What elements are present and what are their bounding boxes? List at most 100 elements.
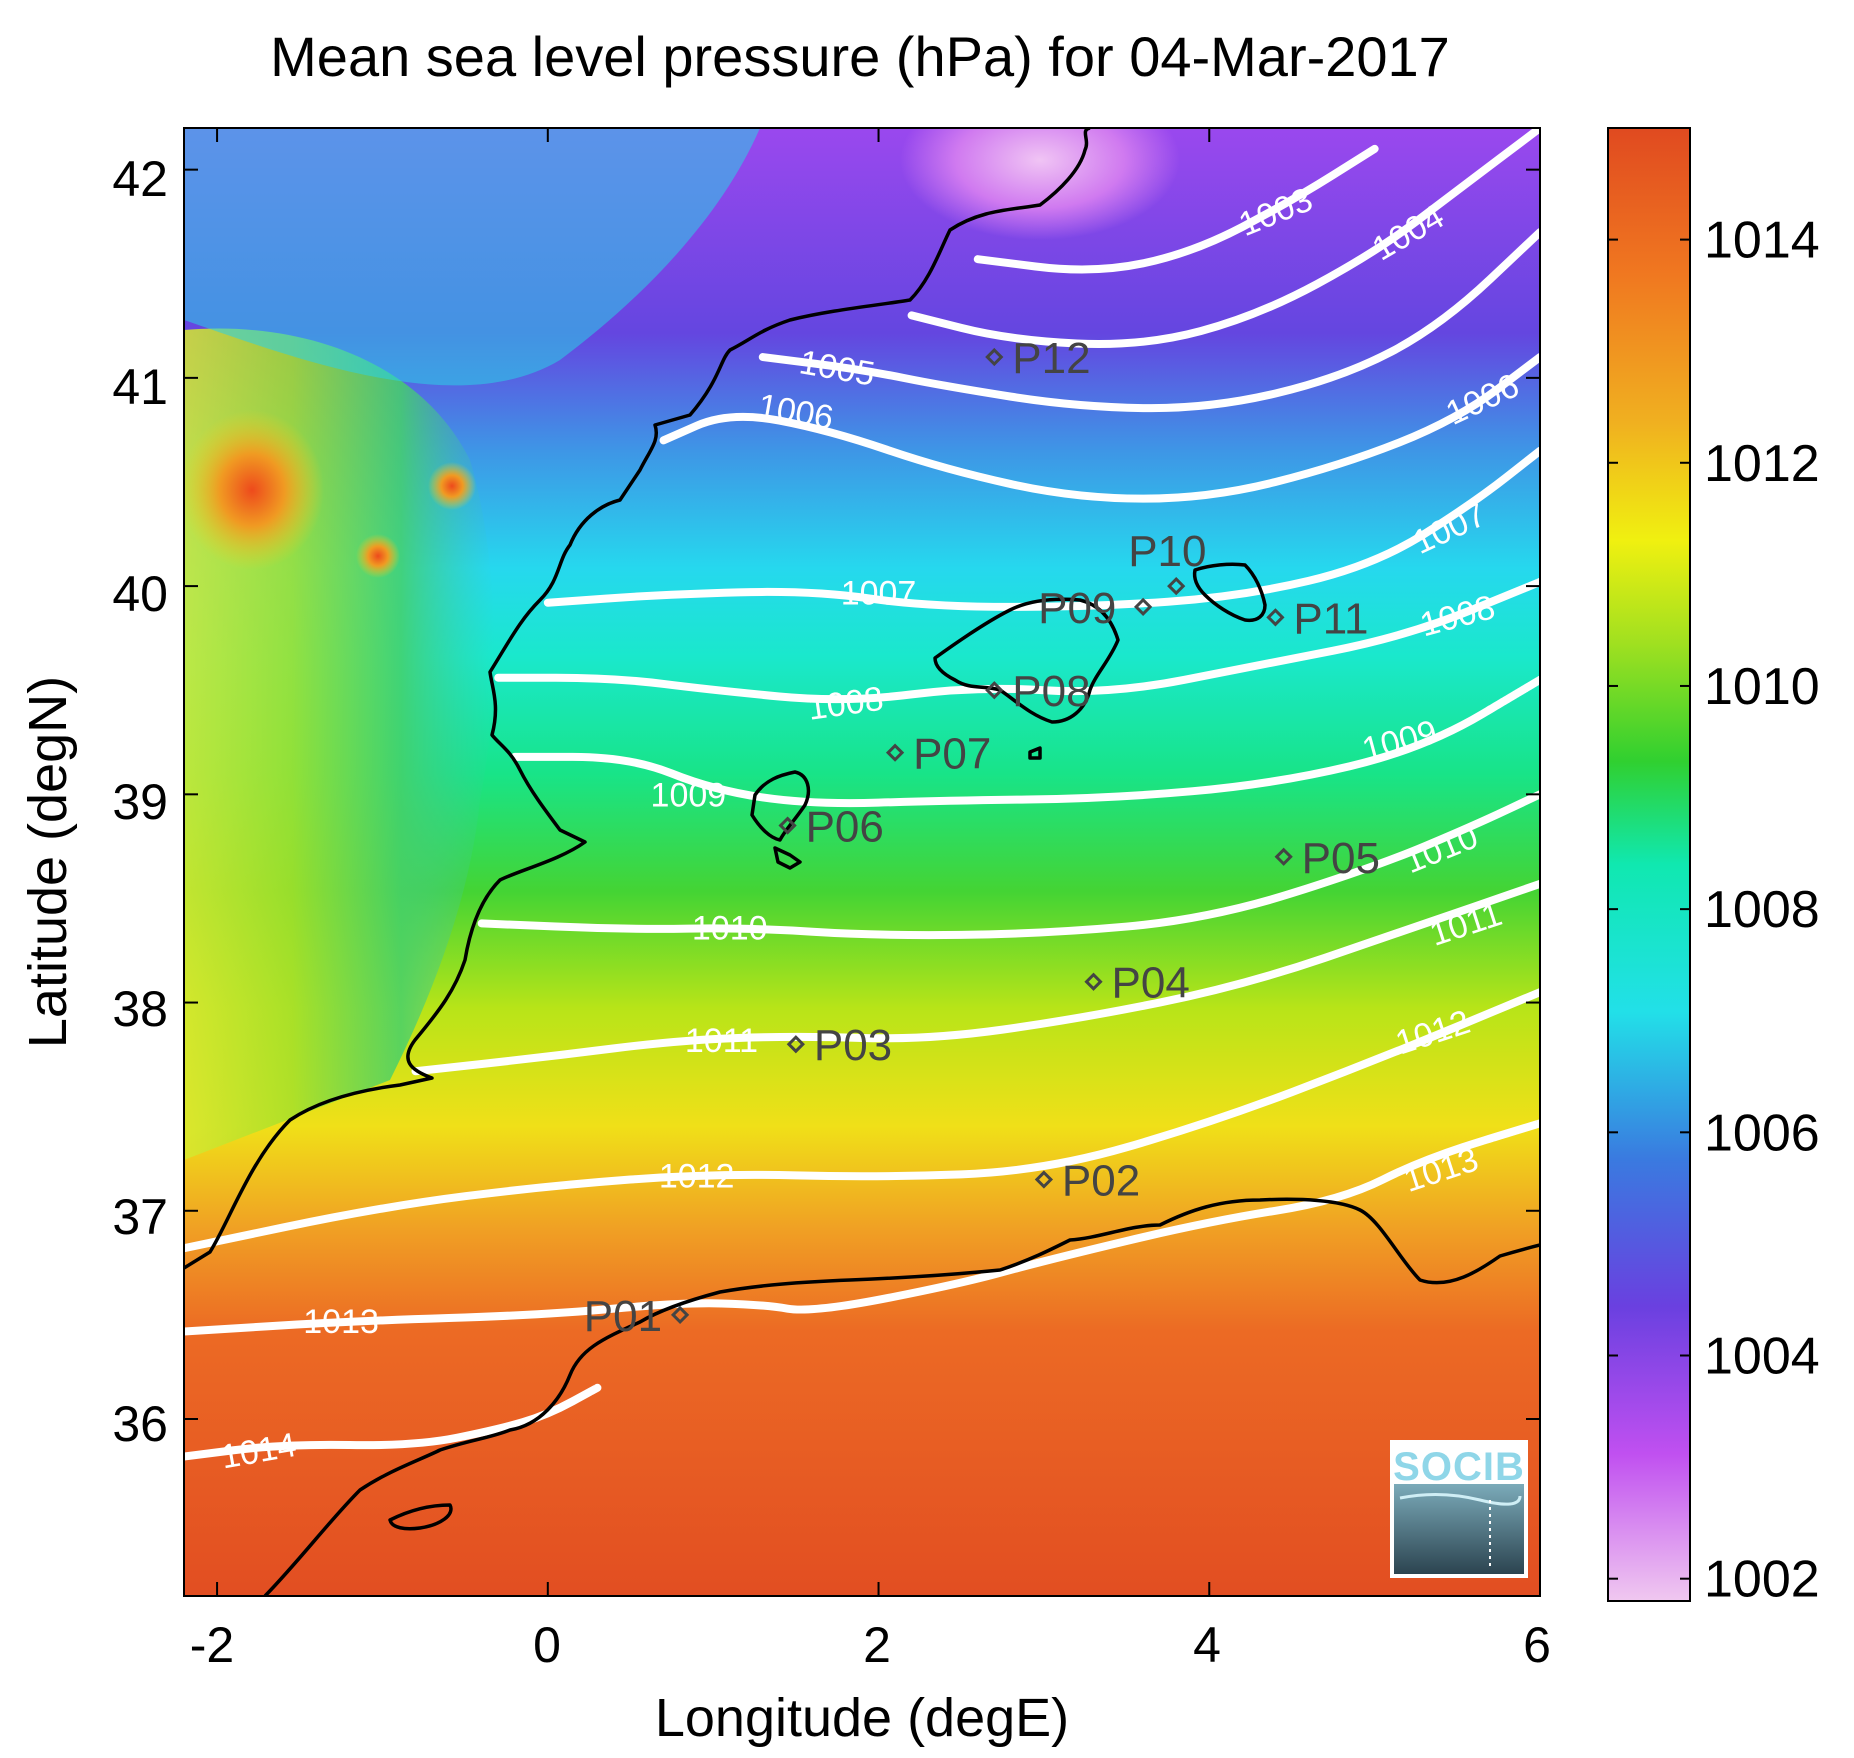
station-label: P01 [584, 1292, 662, 1341]
socib-logo: SOCIB [1390, 1440, 1528, 1578]
y-tick-label: 39 [112, 774, 168, 830]
station-marker-icon [670, 1305, 690, 1325]
isobar-label-1009: 1009 [651, 776, 727, 814]
isobar-label-1007: 1007 [841, 574, 917, 612]
isobar-1014 [184, 1383, 602, 1461]
station-marker-icon [1167, 576, 1186, 596]
high-pressure-spot [184, 410, 324, 570]
station-label: P03 [814, 1021, 892, 1070]
isobar-1007 [543, 446, 1540, 611]
station-label: P09 [1038, 584, 1116, 633]
station-label: P08 [1012, 667, 1090, 716]
isobar-1005 [758, 228, 1540, 413]
axis-tick-marks [184, 128, 1541, 1596]
y-tick-label: 42 [112, 151, 168, 207]
x-tick-label: 0 [533, 1617, 561, 1673]
plot-frame [183, 127, 1541, 1597]
island-ibiza [750, 770, 811, 842]
colorbar-tick-label: 1014 [1704, 212, 1820, 270]
station-label: P04 [1112, 959, 1190, 1008]
colorbar-tick-label: 1010 [1704, 658, 1820, 716]
colorbar: 1002 1004 1006 1008 1010 1012 1014 [1607, 127, 1820, 1609]
y-axis-ticks: 36 37 38 39 40 41 42 [112, 151, 168, 1452]
high-pressure-spot-small-2 [356, 534, 400, 578]
station-p09: P09 [1038, 584, 1153, 633]
northwest-low-region [184, 128, 760, 386]
station-p05: P05 [1274, 834, 1380, 883]
chart-title: Mean sea level pressure (hPa) for 04-Mar… [270, 25, 1450, 88]
station-marker-icon [1274, 847, 1293, 866]
station-p02: P02 [1034, 1157, 1140, 1206]
island-cabrera [1028, 746, 1042, 760]
x-tick-label: -2 [190, 1617, 234, 1673]
x-tick-label: 2 [863, 1617, 891, 1673]
station-label: P02 [1062, 1157, 1140, 1206]
station-label: P05 [1302, 834, 1380, 883]
colorbar-tick-label: 1006 [1704, 1104, 1820, 1162]
high-pressure-spot-small [428, 462, 476, 510]
station-p01: P01 [584, 1292, 690, 1341]
station-label: P07 [913, 730, 991, 779]
isobar-label-1013: 1013 [303, 1303, 379, 1341]
station-marker-icon [1034, 1170, 1054, 1189]
station-p10: P10 [1128, 527, 1206, 596]
x-axis-ticks: -2 0 2 4 6 [190, 1617, 1551, 1673]
y-tick-label: 40 [112, 566, 168, 622]
station-marker-icon [778, 816, 797, 835]
colorbar-gradient [1607, 127, 1691, 1602]
station-marker-icon [1133, 597, 1153, 617]
station-label: P11 [1293, 594, 1368, 643]
island-formentera [773, 846, 802, 870]
isobar-1011 [411, 879, 1540, 1076]
isobar-label-1012: 1012 [659, 1157, 735, 1195]
station-p12: P12 [985, 334, 1091, 383]
station-p03: P03 [786, 1021, 892, 1070]
isobar-1006 [659, 353, 1540, 503]
isobar-label-1010: 1010 [692, 910, 768, 948]
station-marker-icon [985, 347, 1004, 367]
y-tick-label: 38 [112, 981, 168, 1037]
station-marker-icon [985, 681, 1004, 700]
colorbar-tick-label: 1008 [1704, 881, 1820, 939]
colorbar-tick-label: 1004 [1704, 1328, 1820, 1386]
station-p11: P11 [1266, 594, 1368, 643]
x-tick-label: 6 [1523, 1617, 1551, 1673]
isobar-1010 [477, 790, 1540, 940]
station-p07: P07 [885, 730, 991, 779]
island-menorca [1192, 562, 1267, 623]
logo-text: SOCIB [1393, 1445, 1525, 1489]
station-label: P12 [1012, 334, 1090, 383]
x-tick-label: 4 [1193, 1617, 1221, 1673]
colorbar-tick-label: 1002 [1704, 1551, 1820, 1609]
station-marker-icon [786, 1035, 805, 1054]
y-tick-label: 37 [112, 1189, 168, 1245]
coastline-north-africa [263, 1197, 1540, 1596]
station-p08: P08 [985, 667, 1091, 716]
coastline-iberia [184, 128, 1091, 1270]
y-axis-label: Latitude (degN) [18, 676, 78, 1048]
y-tick-label: 36 [112, 1396, 168, 1452]
isobar-1009 [510, 675, 1540, 808]
isobar-1012 [184, 988, 1540, 1253]
station-label: P10 [1128, 527, 1206, 576]
isobar-1013 [184, 1119, 1540, 1336]
station-label: P06 [806, 803, 884, 852]
isobar-contours [184, 128, 1540, 1461]
station-p06: P06 [778, 803, 884, 852]
station-marker-icon [1266, 608, 1285, 627]
isobar-1003 [973, 144, 1379, 274]
isobar-1004 [907, 128, 1540, 349]
station-marker-icon [885, 743, 905, 762]
low-pressure-spot [900, 128, 1180, 240]
y-tick-label: 41 [112, 359, 168, 415]
isobar-label-1011: 1011 [685, 1022, 758, 1060]
station-p04: P04 [1084, 959, 1190, 1008]
island-mallorca [933, 597, 1120, 724]
coastline-alboran-island [388, 1503, 453, 1531]
isobar-1008 [494, 577, 1540, 704]
colorbar-ticks: 1002 1004 1006 1008 1010 1012 1014 [1608, 212, 1820, 1609]
colorbar-tick-label: 1012 [1704, 435, 1820, 493]
